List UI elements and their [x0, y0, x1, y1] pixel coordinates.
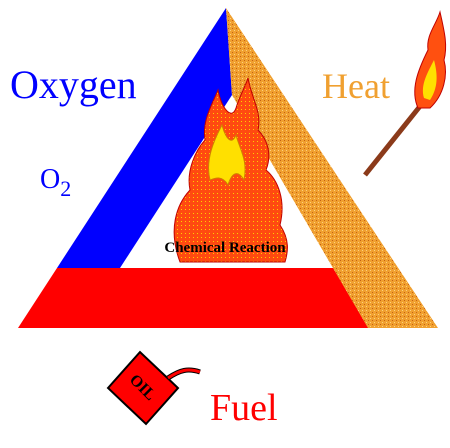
- heat-label: Heat: [322, 66, 390, 106]
- oil-can: OIL: [108, 352, 200, 424]
- fuel-label: Fuel: [210, 387, 278, 429]
- fuel-side: [18, 268, 372, 328]
- reaction-label: Chemical Reaction: [164, 240, 286, 256]
- formula-base: O: [40, 164, 60, 195]
- match-stick: [365, 100, 425, 175]
- fire-triangle-diagram: Chemical Reaction Oxygen O2 Heat OIL Fue…: [0, 0, 450, 448]
- oxygen-formula: O2: [40, 164, 71, 201]
- formula-subscript: 2: [60, 176, 71, 201]
- oxygen-label: Oxygen: [10, 62, 137, 107]
